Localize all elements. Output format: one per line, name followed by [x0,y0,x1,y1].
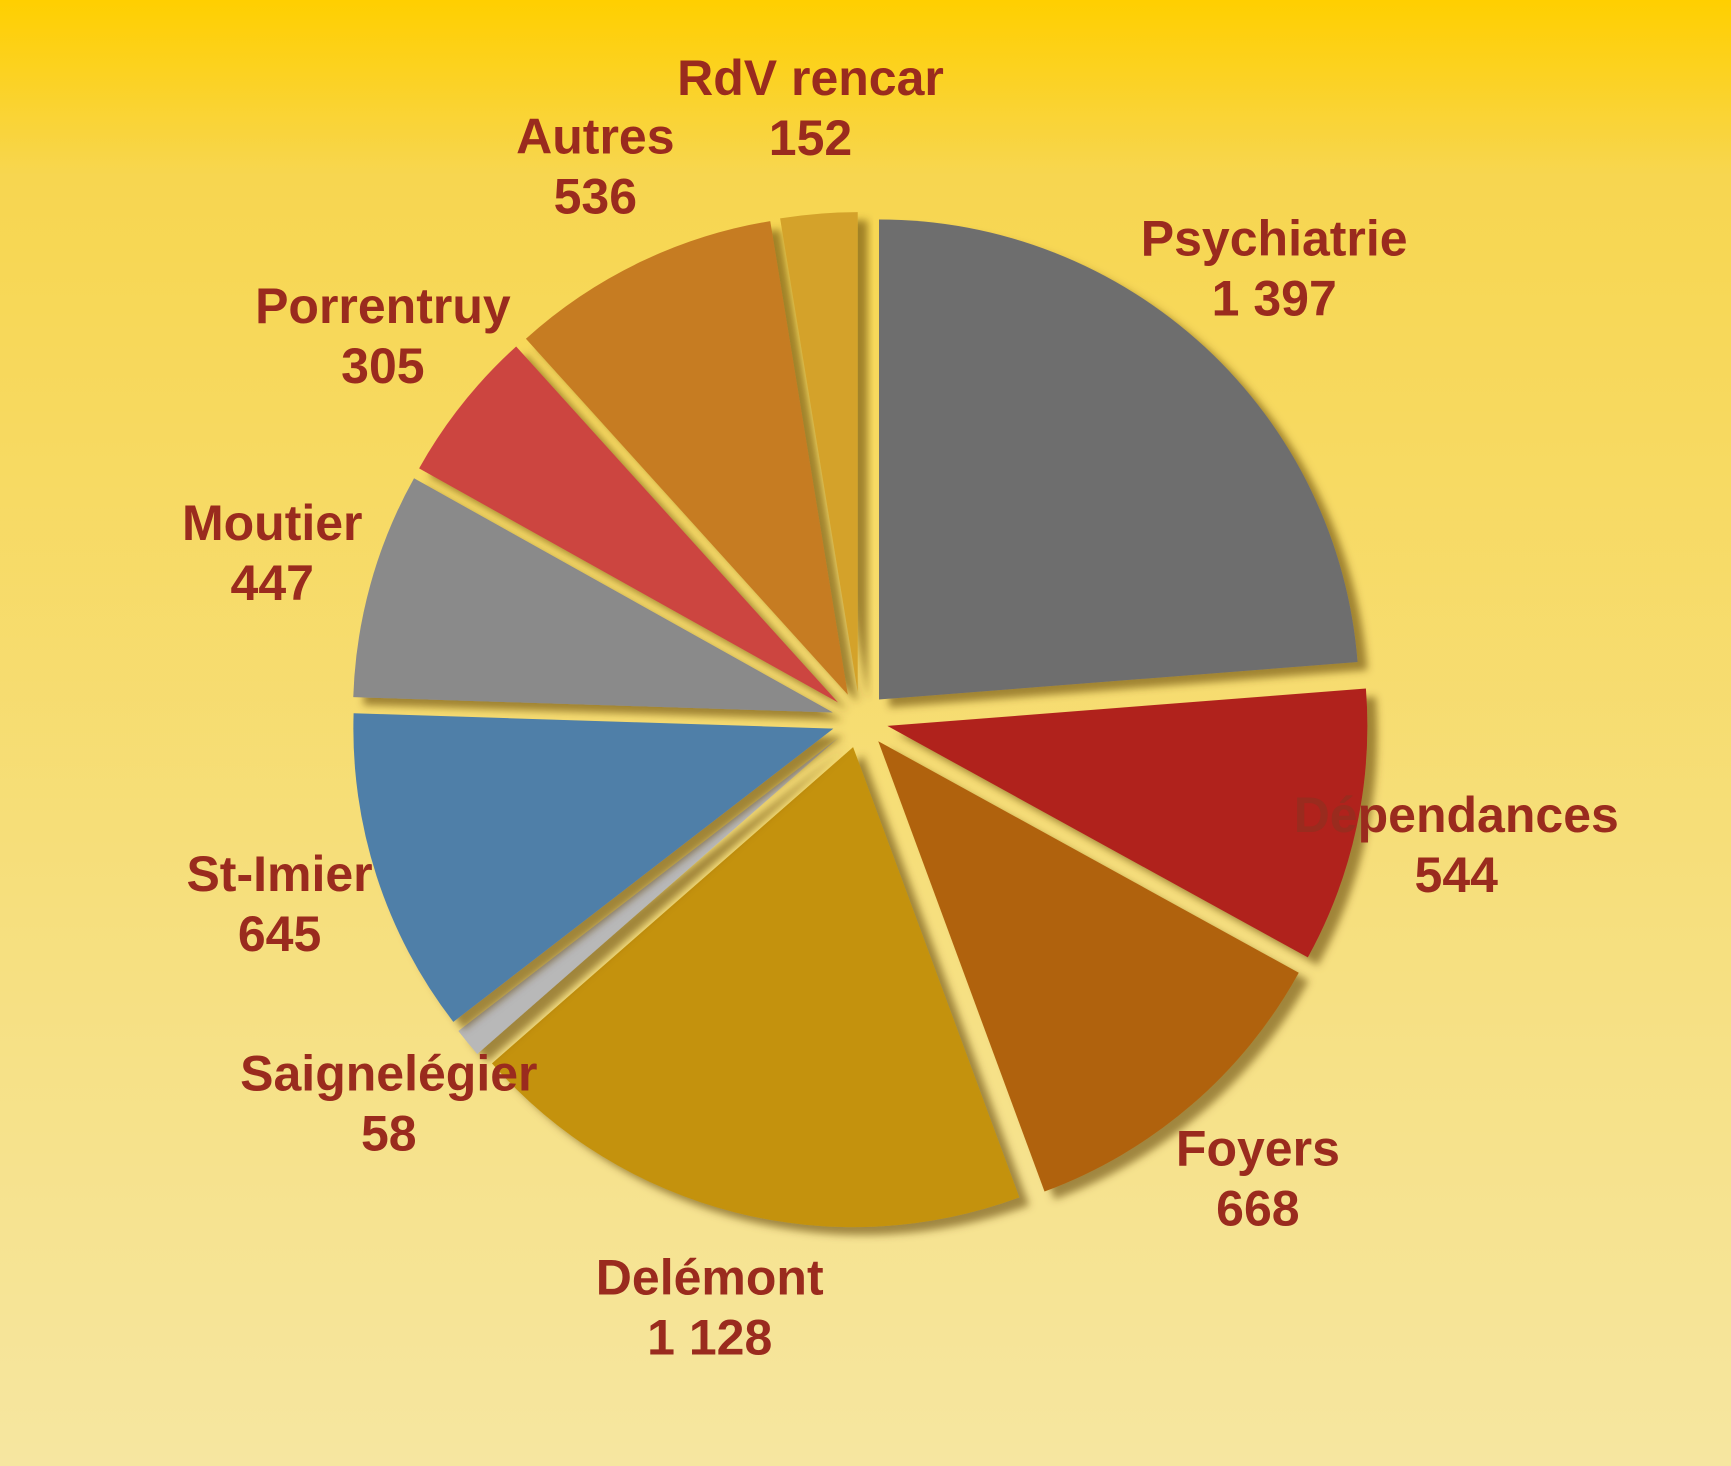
slice-label: Psychiatrie [1141,210,1408,266]
slice-value-label: 1 128 [647,1309,772,1365]
slice-value-label: 536 [554,169,637,225]
slice-value-label: 645 [238,906,321,962]
pie-slice [491,747,1020,1228]
slice-label: Delémont [596,1249,824,1305]
pie-slice [780,212,858,693]
slice-value-label: 305 [341,338,424,394]
slice-value-label: 447 [231,555,314,611]
slice-value-label: 668 [1216,1181,1299,1237]
pie-slice [353,713,834,1022]
slice-value-label: 1 397 [1212,270,1337,326]
slice-label: Dépendances [1294,787,1619,843]
slice-label: Autres [516,109,674,165]
pie-slice [458,737,839,1054]
slice-label: St-Imier [186,846,372,902]
pie-slice [887,688,1368,958]
pie-slice [419,346,839,703]
slice-label: Porrentruy [255,278,511,334]
slice-label: Saignelégier [240,1046,537,1102]
slice-label: Foyers [1176,1121,1340,1177]
slice-value-label: 544 [1415,847,1499,903]
pie-slice [525,221,848,695]
slice-label: Moutier [182,495,363,551]
slice-value-label: 152 [769,110,852,166]
pie-slice [879,219,1358,700]
pie-slice [878,741,1299,1192]
pie-slice [353,478,834,713]
slice-value-label: 58 [361,1106,417,1162]
slice-label: RdV rencar [677,50,944,106]
